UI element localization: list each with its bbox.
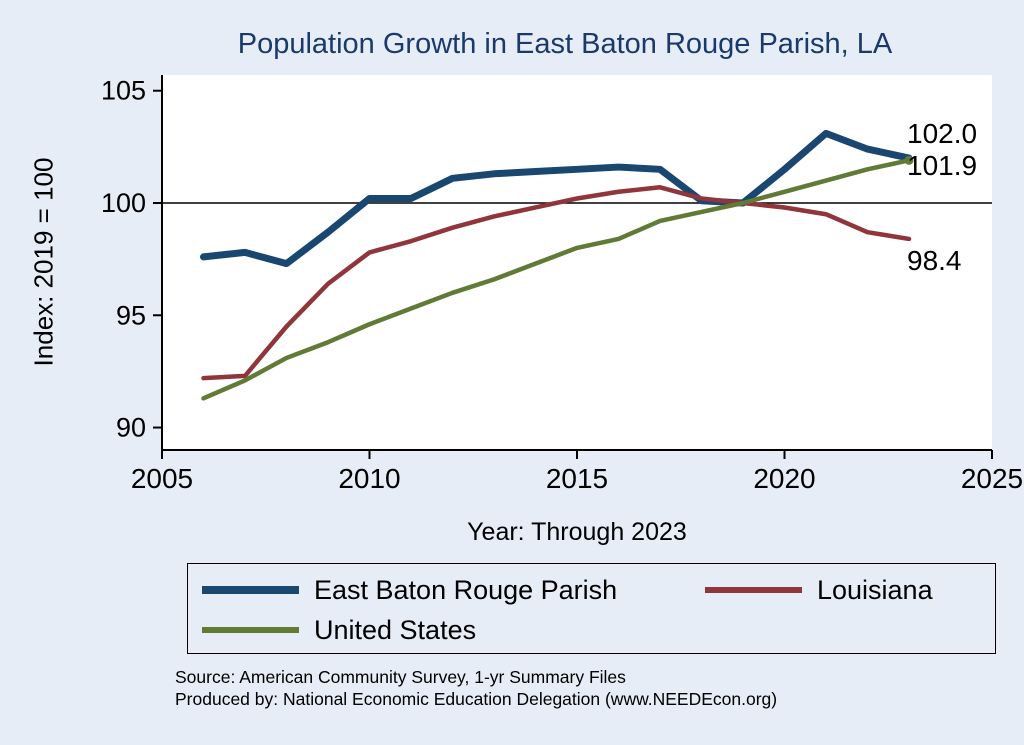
y-tick-label: 105 — [101, 76, 146, 106]
y-tick-label: 100 — [101, 188, 146, 218]
x-tick-label: 2025 — [961, 463, 1023, 494]
legend: East Baton Rouge Parish Louisiana United… — [187, 563, 996, 654]
end-label-louisiana: 98.4 — [907, 245, 962, 276]
chart-title: Population Growth in East Baton Rouge Pa… — [237, 28, 893, 60]
legend-row: East Baton Rouge Parish Louisiana — [202, 570, 995, 610]
legend-row: United States — [202, 610, 995, 650]
legend-item-louisiana: Louisiana — [705, 575, 933, 606]
end-label-united-states: 101.9 — [907, 150, 978, 181]
produced-by-line: Produced by: National Economic Education… — [175, 689, 778, 709]
source-note: Source: American Community Survey, 1-yr … — [175, 666, 777, 710]
series-line-0 — [200, 129, 913, 268]
legend-item-east-baton-rouge-parish: East Baton Rouge Parish — [202, 575, 705, 606]
legend-swatch-louisiana — [705, 587, 802, 593]
legend-label-united-states: United States — [314, 614, 477, 645]
x-axis-label: Year: Through 2023 — [467, 518, 687, 546]
x-tick-label: 2010 — [338, 463, 400, 494]
legend-swatch-east-baton-rouge-parish — [202, 585, 299, 595]
source-line: Source: American Community Survey, 1-yr … — [175, 667, 626, 687]
y-tick-label: 95 — [116, 300, 146, 330]
x-tick-label: 2020 — [753, 463, 815, 494]
series-line-2 — [201, 158, 912, 401]
legend-label-east-baton-rouge-parish: East Baton Rouge Parish — [314, 574, 618, 605]
y-tick-label: 90 — [116, 413, 146, 443]
legend-item-united-states: United States — [202, 615, 705, 646]
united-states-end-marker — [904, 155, 914, 165]
plot-region — [162, 75, 992, 450]
series-line-1 — [201, 185, 912, 381]
x-tick-label: 2015 — [546, 463, 608, 494]
x-tick-label: 2005 — [131, 463, 193, 494]
end-label-east-baton-rouge: 102.0 — [907, 118, 978, 149]
legend-swatch-united-states — [202, 627, 299, 633]
legend-label-louisiana: Louisiana — [817, 574, 933, 605]
